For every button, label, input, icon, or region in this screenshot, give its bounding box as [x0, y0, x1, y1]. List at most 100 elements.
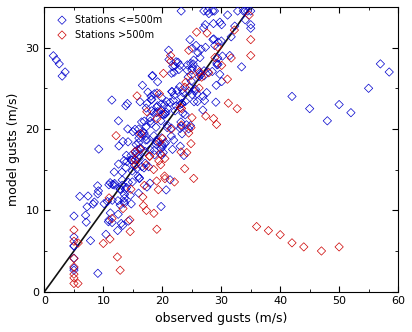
Stations >500m	[178, 106, 185, 111]
Stations <=500m	[178, 119, 184, 124]
Stations <=500m	[143, 137, 149, 143]
Stations <=500m	[180, 111, 186, 116]
Stations <=500m	[105, 219, 112, 224]
Stations <=500m	[50, 53, 56, 58]
Stations >500m	[248, 37, 254, 42]
Stations <=500m	[144, 101, 150, 106]
Stations <=500m	[101, 201, 108, 206]
Stations <=500m	[210, 37, 216, 42]
Stations <=500m	[111, 169, 117, 175]
Stations >500m	[156, 158, 162, 164]
Stations >500m	[190, 176, 197, 181]
Stations <=500m	[173, 103, 179, 109]
Stations <=500m	[172, 108, 178, 114]
Stations <=500m	[122, 165, 129, 170]
Stations <=500m	[189, 45, 195, 51]
Stations <=500m	[121, 196, 128, 201]
Stations >500m	[154, 227, 160, 232]
Stations <=500m	[70, 243, 77, 249]
Stations >500m	[168, 126, 174, 132]
Stations <=500m	[140, 129, 146, 134]
Stations <=500m	[95, 188, 102, 194]
Stations <=500m	[121, 192, 128, 197]
Stations <=500m	[202, 45, 209, 50]
Stations >500m	[117, 268, 124, 273]
Stations <=500m	[119, 223, 126, 228]
Stations <=500m	[224, 12, 231, 18]
Stations <=500m	[213, 60, 220, 66]
Stations >500m	[248, 53, 254, 58]
Stations <=500m	[161, 102, 168, 108]
Y-axis label: model gusts (m/s): model gusts (m/s)	[7, 93, 20, 206]
Stations <=500m	[215, 55, 221, 61]
Stations <=500m	[191, 99, 197, 104]
Stations <=500m	[127, 193, 133, 198]
Stations <=500m	[109, 198, 116, 203]
Stations <=500m	[210, 21, 217, 26]
Stations <=500m	[159, 144, 166, 149]
Stations <=500m	[70, 268, 77, 273]
Stations <=500m	[105, 217, 112, 222]
Stations <=500m	[70, 213, 77, 219]
Stations <=500m	[169, 89, 175, 94]
Stations <=500m	[96, 146, 102, 152]
Stations <=500m	[197, 55, 203, 60]
Stations <=500m	[194, 91, 200, 96]
Stations <=500m	[167, 100, 173, 105]
Stations >500m	[143, 208, 150, 213]
Stations >500m	[228, 55, 234, 61]
Stations <=500m	[134, 147, 140, 152]
Stations <=500m	[91, 200, 98, 205]
Stations >500m	[127, 229, 133, 234]
Stations <=500m	[185, 126, 192, 131]
Stations <=500m	[200, 25, 207, 31]
Stations <=500m	[194, 50, 201, 55]
Stations >500m	[193, 30, 200, 35]
Stations <=500m	[248, 8, 254, 14]
Stations <=500m	[143, 124, 149, 130]
Stations <=500m	[154, 109, 161, 114]
Stations <=500m	[201, 98, 208, 103]
Stations <=500m	[90, 202, 96, 207]
Stations <=500m	[217, 72, 223, 77]
Stations <=500m	[187, 61, 194, 66]
Stations <=500m	[171, 93, 178, 98]
Stations <=500m	[107, 210, 114, 216]
Stations >500m	[70, 264, 77, 270]
Stations >500m	[100, 241, 107, 246]
Stations <=500m	[151, 91, 158, 97]
Stations <=500m	[151, 110, 157, 115]
Stations <=500m	[128, 201, 135, 207]
Stations <=500m	[199, 107, 206, 113]
Stations >500m	[185, 130, 192, 136]
Stations <=500m	[136, 156, 143, 161]
Stations <=500m	[152, 138, 159, 143]
Stations >500m	[196, 85, 202, 91]
Stations <=500m	[211, 36, 217, 42]
Stations >500m	[137, 131, 144, 136]
Stations <=500m	[202, 22, 208, 27]
Stations <=500m	[175, 59, 181, 65]
Stations <=500m	[348, 110, 354, 115]
Stations >500m	[70, 272, 77, 277]
Stations <=500m	[145, 89, 151, 95]
Stations <=500m	[154, 90, 160, 96]
Stations <=500m	[190, 61, 197, 67]
Stations <=500m	[158, 95, 165, 100]
Stations >500m	[336, 244, 342, 250]
Stations <=500m	[135, 191, 142, 196]
Stations <=500m	[167, 177, 173, 183]
Stations <=500m	[168, 71, 175, 76]
Stations >500m	[188, 141, 194, 146]
Stations <=500m	[244, 8, 251, 14]
Stations <=500m	[170, 98, 177, 103]
Stations <=500m	[190, 57, 197, 63]
Stations <=500m	[192, 88, 199, 94]
Stations <=500m	[180, 153, 187, 158]
Stations <=500m	[214, 62, 220, 67]
Stations >500m	[132, 149, 138, 154]
Stations <=500m	[119, 183, 125, 188]
Stations >500m	[253, 224, 260, 229]
Stations <=500m	[115, 118, 122, 124]
Stations <=500m	[185, 74, 192, 80]
